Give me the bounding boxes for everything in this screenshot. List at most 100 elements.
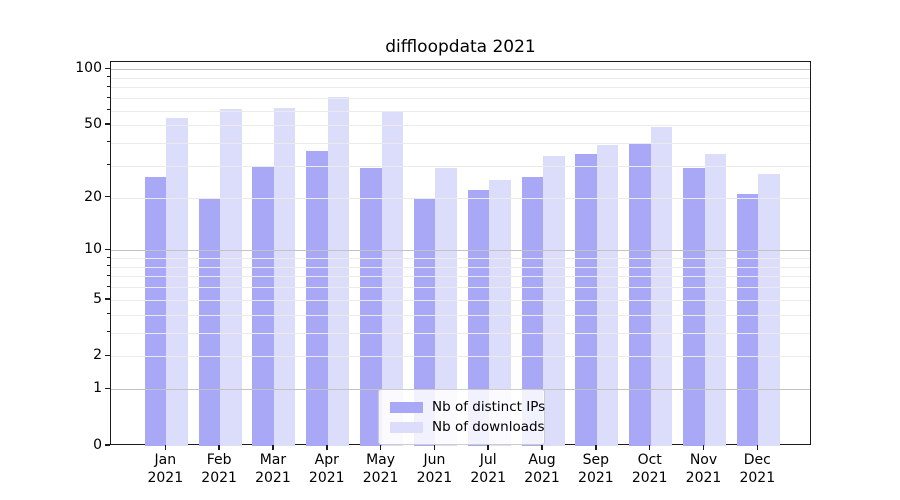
x-tick-1 (164, 445, 167, 450)
y-tick-10 (105, 248, 110, 251)
bar-distinct-ips-2 (198, 197, 221, 446)
x-tick-2 (218, 445, 220, 450)
y-tick-1 (105, 387, 110, 390)
y-tick-label-5: 5 (93, 290, 102, 307)
x-tick-12 (756, 445, 759, 450)
gridline-minor-50 (111, 125, 810, 127)
y-minortick-3 (107, 331, 110, 333)
y-tick-label-100: 100 (75, 60, 102, 77)
y-minortick-40 (107, 141, 110, 143)
bar-distinct-ips-12 (736, 193, 759, 446)
legend-swatch-downloads (390, 421, 423, 433)
gridline-minor-8 (111, 266, 810, 268)
y-tick-label-20: 20 (84, 188, 102, 205)
gridline-minor-40 (111, 143, 810, 144)
y-minortick-20 (107, 196, 110, 198)
y-tick-label-50: 50 (84, 116, 102, 133)
gridline-minor-20 (111, 197, 810, 199)
y-tick-0 (105, 444, 110, 446)
legend: Nb of distinct IPs Nb of downloads (378, 389, 545, 445)
y-minortick-90 (107, 76, 110, 78)
legend-label-downloads: Nb of downloads (432, 419, 545, 435)
legend-item-downloads: Nb of downloads (390, 417, 545, 437)
y-minortick-9 (107, 256, 110, 258)
bar-downloads-2 (220, 109, 242, 446)
x-tick-label-4: Apr 2021 (308, 452, 345, 486)
gridline-minor-9 (111, 258, 810, 260)
x-tick-label-9: Sep 2021 (578, 452, 614, 486)
x-tick-5 (379, 445, 382, 450)
bar-downloads-9 (596, 144, 619, 446)
gridline-minor-5 (111, 299, 810, 301)
y-minortick-2 (107, 354, 110, 356)
y-tick-label-0: 0 (93, 437, 102, 453)
y-tick-label-10: 10 (84, 241, 102, 258)
x-tick-4 (326, 445, 328, 450)
y-minortick-7 (107, 274, 110, 276)
gridline-minor-70 (111, 98, 810, 100)
x-tick-label-8: Aug 2021 (524, 452, 560, 486)
y-minortick-70 (107, 96, 110, 98)
y-minortick-5 (107, 298, 110, 300)
gridline-major-100 (111, 69, 810, 71)
chart-title: diffloopdata 2021 (385, 37, 536, 57)
bar-downloads-12 (758, 174, 780, 446)
bar-distinct-ips-7 (467, 190, 490, 446)
y-minortick-8 (107, 265, 110, 267)
bar-distinct-ips-1 (144, 177, 167, 446)
x-tick-label-3: Mar 2021 (255, 452, 291, 486)
y-tick-100 (105, 67, 110, 70)
legend-swatch-distinct-ips (390, 401, 423, 413)
gridline-minor-7 (111, 276, 810, 278)
x-tick-label-5: May 2021 (362, 452, 399, 486)
x-tick-label-10: Oct 2021 (631, 452, 668, 486)
gridline-minor-60 (111, 110, 810, 112)
x-tick-6 (433, 445, 436, 450)
bar-distinct-ips-9 (575, 153, 597, 446)
x-tick-label-11: Nov 2021 (685, 452, 722, 486)
bar-downloads-1 (166, 117, 188, 446)
y-tick-label-2: 2 (93, 347, 102, 364)
plot-area (110, 61, 811, 446)
bar-downloads-6 (435, 168, 457, 446)
gridline-major-10 (111, 250, 810, 252)
y-minortick-50 (107, 123, 110, 125)
bar-downloads-8 (543, 155, 565, 446)
gridline-minor-30 (111, 165, 810, 167)
y-minortick-80 (107, 85, 110, 87)
gridline-minor-6 (111, 287, 810, 289)
x-tick-label-2: Feb 2021 (201, 452, 237, 486)
y-minortick-30 (107, 164, 110, 166)
x-tick-10 (648, 445, 651, 450)
gridline-minor-80 (111, 87, 810, 89)
x-tick-3 (272, 445, 274, 450)
x-tick-label-12: Dec 2021 (739, 452, 776, 486)
y-minortick-4 (107, 313, 110, 315)
x-tick-label-6: Jun 2021 (416, 452, 453, 486)
bar-downloads-5 (381, 111, 404, 446)
bar-distinct-ips-8 (521, 177, 544, 446)
legend-item-distinct-ips: Nb of distinct IPs (390, 397, 545, 417)
bar-downloads-4 (327, 97, 350, 446)
x-tick-label-1: Jan 2021 (147, 452, 184, 486)
bar-distinct-ips-4 (306, 151, 328, 446)
y-minortick-60 (107, 109, 110, 111)
bar-distinct-ips-3 (252, 165, 274, 446)
x-tick-11 (702, 445, 705, 450)
bar-downloads-11 (704, 153, 726, 446)
bar-distinct-ips-10 (629, 142, 651, 446)
bar-distinct-ips-11 (683, 168, 705, 446)
gridline-minor-90 (111, 77, 810, 79)
bar-distinct-ips-5 (360, 168, 382, 446)
gridline-minor-2 (111, 356, 810, 358)
bar-downloads-10 (650, 126, 673, 446)
x-tick-label-7: Jul 2021 (470, 452, 507, 486)
bar-downloads-7 (489, 180, 511, 446)
x-tick-7 (487, 445, 489, 450)
bar-distinct-ips-6 (413, 197, 436, 446)
y-minortick-6 (107, 285, 110, 287)
x-tick-9 (595, 445, 597, 450)
y-tick-label-1: 1 (93, 380, 102, 397)
x-tick-8 (541, 445, 543, 450)
